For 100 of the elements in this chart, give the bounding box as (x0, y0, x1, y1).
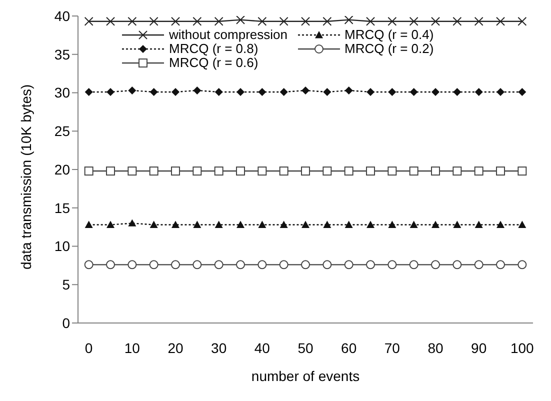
point (301, 260, 310, 270)
point (366, 260, 375, 270)
point (171, 260, 180, 270)
point (518, 220, 526, 228)
point (431, 166, 440, 176)
legend-label: MRCQ (r = 0.6) (169, 55, 258, 70)
point (258, 220, 266, 228)
y-tick-label: 5 (62, 276, 70, 293)
point (474, 166, 484, 176)
point (84, 16, 94, 26)
point (301, 166, 310, 176)
point (236, 16, 245, 24)
point (432, 88, 440, 96)
point (236, 166, 245, 176)
point (150, 220, 158, 228)
point (322, 16, 332, 26)
x-tick-label: 50 (298, 340, 314, 356)
x-tick-label: 70 (384, 340, 400, 356)
legend-label: without compression (169, 27, 288, 42)
point (258, 88, 266, 96)
point (388, 260, 397, 270)
point (128, 219, 136, 226)
point (106, 260, 115, 270)
point (388, 166, 397, 176)
point (236, 220, 244, 228)
x-tick-label: 100 (510, 340, 534, 356)
x-tick-label: 90 (471, 340, 487, 356)
point (106, 220, 114, 228)
point (409, 260, 418, 270)
point (322, 260, 332, 270)
point (258, 16, 267, 26)
point (474, 220, 483, 228)
point (431, 260, 440, 270)
point (279, 260, 288, 270)
point (366, 16, 375, 26)
point (84, 88, 93, 96)
point (149, 16, 158, 26)
y-tick-label: 25 (54, 123, 70, 140)
point (236, 260, 245, 270)
legend-label: MRCQ (r = 0.8) (169, 41, 258, 56)
y-tick-label: 0 (62, 314, 70, 331)
y-tick-label: 20 (54, 161, 70, 178)
point (453, 88, 462, 96)
point (366, 88, 374, 96)
point (214, 16, 224, 26)
point (193, 86, 202, 94)
point (214, 220, 223, 228)
x-tick-label: 60 (341, 340, 357, 356)
point (496, 88, 504, 96)
point (431, 16, 440, 26)
point (258, 260, 267, 270)
y-axis-title: data transmission (10K bytes) (18, 84, 34, 270)
point (171, 16, 180, 26)
x-tick-label: 10 (124, 340, 140, 356)
point (172, 220, 180, 228)
point (496, 16, 505, 26)
x-axis-title: number of events (251, 368, 360, 384)
point (410, 88, 418, 96)
point (302, 86, 310, 94)
point (518, 16, 527, 26)
point (84, 166, 94, 176)
point (84, 220, 93, 228)
point (192, 260, 202, 270)
point (279, 16, 288, 26)
point (280, 220, 288, 228)
point (214, 166, 224, 176)
legend-label: MRCQ (r = 0.2) (344, 41, 434, 56)
point (149, 166, 158, 176)
y-tick-label: 35 (54, 46, 70, 62)
point (366, 220, 374, 228)
x-tick-label: 40 (254, 340, 270, 356)
point (84, 260, 94, 270)
point (409, 16, 418, 26)
point (106, 16, 115, 26)
point (301, 16, 310, 26)
point (106, 88, 114, 96)
y-tick-label: 40 (54, 8, 70, 24)
point (302, 220, 310, 228)
point (344, 16, 354, 24)
point (192, 166, 202, 176)
legend-label: MRCQ (r = 0.4) (344, 27, 434, 42)
point (496, 260, 505, 270)
point (172, 88, 180, 96)
point (453, 220, 462, 228)
point (496, 166, 505, 176)
point (214, 260, 224, 270)
point (128, 260, 137, 270)
point (149, 260, 158, 270)
point (128, 86, 136, 94)
point (106, 166, 115, 176)
y-tick-label: 15 (54, 200, 70, 216)
point (128, 16, 137, 26)
point (432, 220, 440, 228)
point (409, 166, 418, 176)
point (322, 166, 332, 176)
point (192, 16, 202, 26)
point (496, 220, 504, 228)
point (518, 88, 526, 96)
point (474, 16, 484, 26)
x-tick-label: 20 (168, 340, 184, 356)
